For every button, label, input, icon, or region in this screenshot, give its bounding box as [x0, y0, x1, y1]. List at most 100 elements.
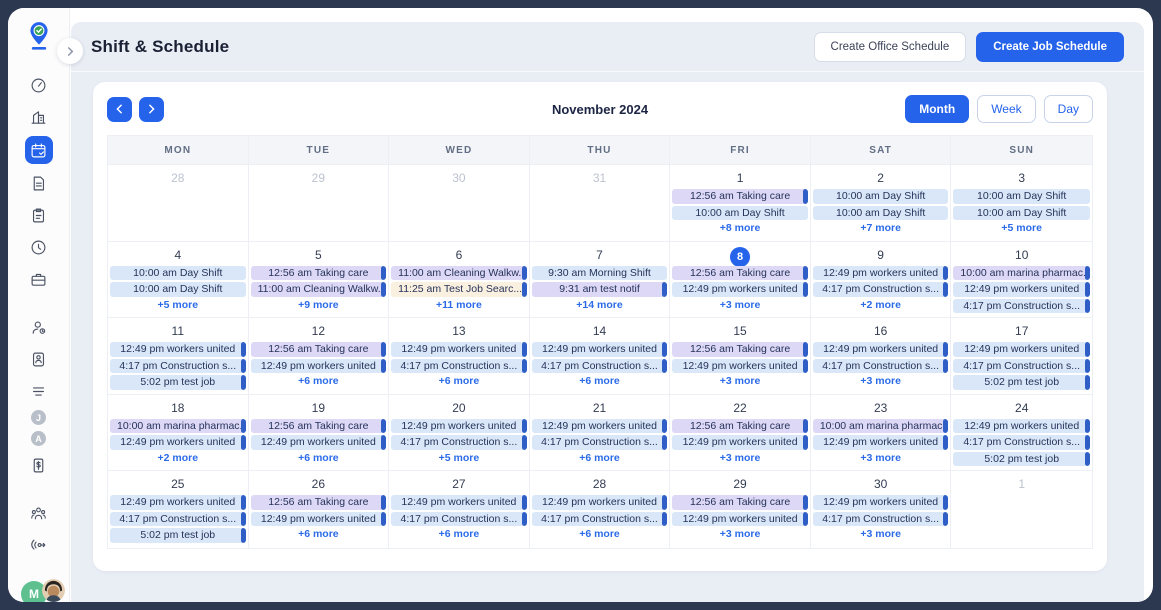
event-chip[interactable]: 12:49 pm workers united [812, 495, 949, 510]
sidebar-item-reports[interactable] [25, 378, 53, 404]
event-chip[interactable]: 12:49 pm workers united [672, 511, 808, 526]
event-chip[interactable]: 12:49 pm workers united [250, 511, 387, 526]
sidebar-badge-j-badge[interactable]: J [31, 410, 46, 425]
day-cell-30[interactable]: 30 12:49 pm workers united 4:17 pm Constru… [810, 471, 952, 548]
prev-month-button[interactable] [107, 96, 132, 122]
day-cell-9[interactable]: 9 12:49 pm workers united 4:17 pm Construc… [810, 241, 952, 318]
event-chip[interactable]: 4:17 pm Construction s... [391, 358, 527, 373]
day-cell-11[interactable]: 11 12:49 pm workers united 4:17 pm Constru… [108, 318, 249, 395]
sidebar-item-tasks[interactable] [25, 202, 53, 228]
sidebar-item-company[interactable] [25, 104, 53, 130]
more-events-link[interactable]: +6 more [438, 528, 480, 540]
day-cell-16[interactable]: 16 12:49 pm workers united 4:17 pm Constru… [810, 318, 952, 395]
day-cell-20[interactable]: 20 12:49 pm workers united 4:17 pm Constru… [389, 394, 530, 471]
more-events-link[interactable]: +6 more [579, 528, 620, 540]
event-chip[interactable]: 12:49 pm workers united [531, 495, 668, 510]
event-chip[interactable]: 5:02 pm test job [110, 375, 246, 390]
day-cell-12[interactable]: 12 12:56 am Taking care 12:49 pm workers u… [248, 318, 390, 395]
event-chip[interactable]: 12:49 pm workers united [110, 435, 246, 450]
sidebar-item-broadcast[interactable] [25, 532, 53, 558]
more-events-link[interactable]: +6 more [438, 375, 480, 387]
event-chip[interactable]: 10:00 am marina pharmac... [812, 418, 949, 433]
day-cell-8[interactable]: 8 12:56 am Taking care 12:49 pm workers un… [670, 241, 811, 318]
more-events-link[interactable]: +7 more [860, 222, 901, 234]
sidebar-item-id-card[interactable] [25, 346, 53, 372]
event-chip[interactable]: 12:49 pm workers united [110, 342, 246, 357]
event-chip[interactable]: 12:49 pm workers united [250, 358, 387, 373]
avatar-initial[interactable]: M [21, 581, 47, 602]
event-chip[interactable]: 4:17 pm Construction s... [953, 298, 1090, 313]
event-chip[interactable]: 12:56 am Taking care [672, 418, 808, 433]
event-chip[interactable]: 4:17 pm Construction s... [531, 435, 668, 450]
event-chip[interactable]: 12:49 pm workers united [110, 495, 246, 510]
day-cell-30[interactable]: 30 [389, 165, 530, 242]
more-events-link[interactable]: +14 more [576, 298, 623, 311]
more-events-link[interactable]: +3 more [860, 528, 901, 540]
sidebar-badge-a-badge[interactable]: A [31, 431, 46, 446]
more-events-link[interactable]: +3 more [719, 451, 761, 464]
more-events-link[interactable]: +5 more [438, 451, 480, 464]
day-cell-28[interactable]: 28 12:49 pm workers united 4:17 pm Constru… [529, 471, 671, 548]
day-cell-22[interactable]: 22 12:56 am Taking care 12:49 pm workers u… [670, 394, 811, 471]
event-chip[interactable]: 10:00 am Day Shift [953, 205, 1090, 220]
day-cell-13[interactable]: 13 12:49 pm workers united 4:17 pm Constru… [389, 318, 530, 395]
event-chip[interactable]: 4:17 pm Construction s... [812, 511, 949, 526]
event-chip[interactable]: 5:02 pm test job [953, 451, 1090, 466]
more-events-link[interactable]: +6 more [579, 375, 620, 387]
event-chip[interactable]: 4:17 pm Construction s... [110, 358, 246, 373]
event-chip[interactable]: 9:31 am test notif [531, 282, 668, 297]
event-chip[interactable]: 12:56 am Taking care [250, 495, 387, 510]
more-events-link[interactable]: +2 more [860, 298, 901, 311]
day-cell-7[interactable]: 7 9:30 am Morning Shift 9:31 am test notif… [529, 241, 671, 318]
view-week-button[interactable]: Week [977, 95, 1036, 123]
event-chip[interactable]: 12:49 pm workers united [953, 282, 1090, 297]
event-chip[interactable]: 10:00 am Day Shift [110, 282, 246, 297]
more-events-link[interactable]: +8 more [719, 222, 761, 234]
event-chip[interactable]: 12:49 pm workers united [672, 282, 808, 297]
more-events-link[interactable]: +5 more [157, 298, 199, 311]
day-cell-5[interactable]: 5 12:56 am Taking care 11:00 am Cleaning W… [248, 241, 390, 318]
event-chip[interactable]: 12:49 pm workers united [812, 342, 949, 357]
day-cell-19[interactable]: 19 12:56 am Taking care 12:49 pm workers u… [248, 394, 390, 471]
more-events-link[interactable]: +3 more [860, 451, 901, 464]
more-events-link[interactable]: +5 more [1001, 222, 1042, 234]
day-cell-1[interactable]: 1 [951, 471, 1092, 548]
day-cell-10[interactable]: 10 10:00 am marina pharmac... 12:49 pm wor… [951, 241, 1092, 318]
day-cell-2[interactable]: 2 10:00 am Day Shift 10:00 am Day Shift +7 … [810, 165, 952, 242]
more-events-link[interactable]: +6 more [298, 528, 339, 540]
event-chip[interactable]: 10:00 am marina pharmac... [953, 265, 1090, 280]
event-chip[interactable]: 12:56 am Taking care [250, 342, 387, 357]
event-chip[interactable]: 4:17 pm Construction s... [953, 358, 1090, 373]
event-chip[interactable]: 10:00 am marina pharmac... [110, 418, 246, 433]
more-events-link[interactable]: +2 more [157, 451, 199, 464]
event-chip[interactable]: 12:56 am Taking care [672, 342, 808, 357]
event-chip[interactable]: 4:17 pm Construction s... [953, 435, 1090, 450]
create-job-schedule-button[interactable]: Create Job Schedule [976, 31, 1124, 62]
event-chip[interactable]: 12:49 pm workers united [531, 342, 668, 357]
day-cell-23[interactable]: 23 10:00 am marina pharmac... 12:49 pm wor… [810, 394, 952, 471]
event-chip[interactable]: 12:49 pm workers united [953, 342, 1090, 357]
day-cell-6[interactable]: 6 11:00 am Cleaning Walkw... 11:25 am Test… [389, 241, 530, 318]
more-events-link[interactable]: +6 more [298, 451, 339, 464]
avatar-photo[interactable] [42, 579, 65, 602]
event-chip[interactable]: 5:02 pm test job [110, 528, 246, 543]
day-cell-29[interactable]: 29 [248, 165, 390, 242]
event-chip[interactable]: 4:17 pm Construction s... [531, 511, 668, 526]
event-chip[interactable]: 4:17 pm Construction s... [391, 511, 527, 526]
day-cell-28[interactable]: 28 [108, 165, 249, 242]
event-chip[interactable]: 4:17 pm Construction s... [391, 435, 527, 450]
day-cell-24[interactable]: 24 12:49 pm workers united 4:17 pm Constru… [951, 394, 1092, 471]
event-chip[interactable]: 12:49 pm workers united [953, 418, 1090, 433]
day-cell-15[interactable]: 15 12:56 am Taking care 12:49 pm workers u… [670, 318, 811, 395]
event-chip[interactable]: 12:56 am Taking care [250, 418, 387, 433]
more-events-link[interactable]: +3 more [719, 298, 761, 311]
event-chip[interactable]: 10:00 am Day Shift [953, 189, 1090, 204]
sidebar-item-payroll[interactable] [25, 452, 53, 478]
event-chip[interactable]: 5:02 pm test job [953, 375, 1090, 390]
event-chip[interactable]: 12:49 pm workers united [391, 495, 527, 510]
event-chip[interactable]: 12:49 pm workers united [531, 418, 668, 433]
day-cell-4[interactable]: 4 10:00 am Day Shift 10:00 am Day Shift +5 … [108, 241, 249, 318]
day-cell-17[interactable]: 17 12:49 pm workers united 4:17 pm Constru… [951, 318, 1092, 395]
sidebar-expand-button[interactable] [57, 38, 83, 64]
event-chip[interactable]: 4:17 pm Construction s... [531, 358, 668, 373]
